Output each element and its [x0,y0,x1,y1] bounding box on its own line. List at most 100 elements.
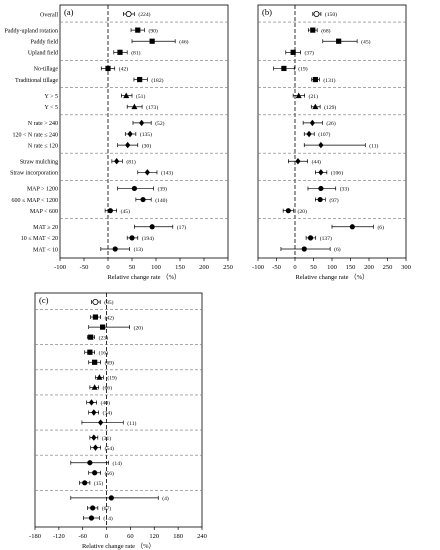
sample-size-label: (140) [155,197,167,204]
sample-size-label: (39) [158,186,167,193]
mean-marker [317,196,323,203]
mean-marker [129,235,135,241]
sample-size-label: (19) [298,66,307,73]
sample-size-label: (37) [305,50,314,57]
sample-size-label: (194) [142,235,154,242]
sample-size-label: (19) [107,375,116,382]
sample-size-label: (4) [162,495,169,502]
mean-marker [105,65,111,72]
x-tick-label: 50 [129,264,136,271]
sample-size-label: (85) [104,299,113,306]
mean-marker [144,169,150,176]
panel-tag: (a) [64,7,74,17]
sample-size-label: (40) [101,400,110,407]
mean-marker [96,374,103,380]
mean-marker [87,349,93,355]
panel-b: (b) -100 -50 0 50 100 150 200 250 300 Relative cha… [252,4,411,281]
mean-marker [131,103,138,110]
sample-size-label: (224) [138,11,150,18]
mean-marker [306,130,312,138]
mean-marker [307,235,314,241]
mean-marker [125,10,132,17]
mean-marker [336,38,342,44]
mean-marker [312,76,318,83]
mean-marker [91,434,97,441]
mean-marker [88,515,95,521]
sample-size-label: (97) [329,197,338,204]
sample-size-label: (13) [134,246,143,253]
x-axis-label: Relative change rate （%） [107,273,180,281]
sample-size-label: (14) [103,515,112,522]
mean-marker [149,224,155,230]
sample-size-label: (42) [105,314,114,321]
mean-marker [140,196,146,203]
plot-frame [34,292,203,528]
mean-marker [99,324,106,330]
sample-size-label: (182) [151,77,163,84]
x-tick-label: 120 [149,533,159,540]
sample-size-label: (6) [377,224,384,231]
mean-marker [139,119,145,127]
mean-marker [285,208,291,214]
mean-marker [91,384,98,390]
sample-size-label: (17) [177,224,186,231]
sample-size-label: (14) [113,460,122,467]
mean-marker [91,409,97,416]
row-label: Traditional tillage [15,78,58,84]
sample-size-label: (150) [325,11,337,18]
mean-marker [87,460,93,466]
x-tick-label: 60 [127,533,134,540]
mean-marker [107,208,113,214]
row-label: Upland field [28,50,58,57]
mean-marker [90,505,96,511]
sample-size-label: (26) [326,120,335,127]
sample-size-label: (23) [99,334,108,341]
sample-size-label: (106) [331,170,343,177]
sample-size-label: (51) [136,93,145,100]
row-label: Paddy-upland rotation [5,28,59,34]
row-label: 120 < N rate ≤ 240 [12,132,58,138]
sample-size-label: (6) [334,246,341,253]
mean-marker [125,141,131,149]
row-label: Straw incorporation [10,171,58,177]
mean-marker [312,103,319,110]
mean-marker [98,419,104,426]
sample-size-label: (129) [324,104,336,111]
sample-size-label: (11) [127,420,136,427]
mean-marker [281,65,287,72]
mean-marker [82,480,88,486]
mean-marker [310,27,316,33]
sample-size-label: (11) [369,142,378,149]
x-tick-label: -50 [80,264,89,271]
mean-marker [112,246,118,252]
x-axis-label: Relative change rate （%） [295,273,368,281]
mean-marker [108,495,114,501]
x-tick-label: -100 [252,264,264,271]
sample-size-label: (137) [320,235,332,242]
sample-size-label: (20) [134,324,143,331]
x-tick-label: 150 [346,264,356,271]
sample-size-label: (46) [179,38,188,45]
row-label: N rate ≤ 120 [28,143,58,149]
row-label: MAP > 1200 [27,187,58,193]
mean-marker [290,49,296,55]
mean-marker [309,119,315,127]
row-label: MAP < 600 [30,209,58,215]
sample-size-label: (20) [298,208,307,215]
sample-size-label: (68) [321,27,330,34]
sample-size-label: (52) [155,120,164,127]
x-tick-label: 240 [197,533,207,540]
sample-size-label: (173) [146,104,158,111]
x-tick-label: -180 [29,533,41,540]
x-tick-label: 300 [401,264,411,271]
mean-marker [114,158,120,165]
sample-size-label: (81) [126,158,135,165]
plot-frame [257,4,407,259]
mean-marker [117,49,123,55]
sample-size-label: (135) [140,131,152,138]
sample-size-label: (143) [161,170,173,177]
sample-size-label: (67) [102,505,111,512]
sample-size-label: (54) [105,445,114,452]
panel-tag: (c) [39,295,49,305]
